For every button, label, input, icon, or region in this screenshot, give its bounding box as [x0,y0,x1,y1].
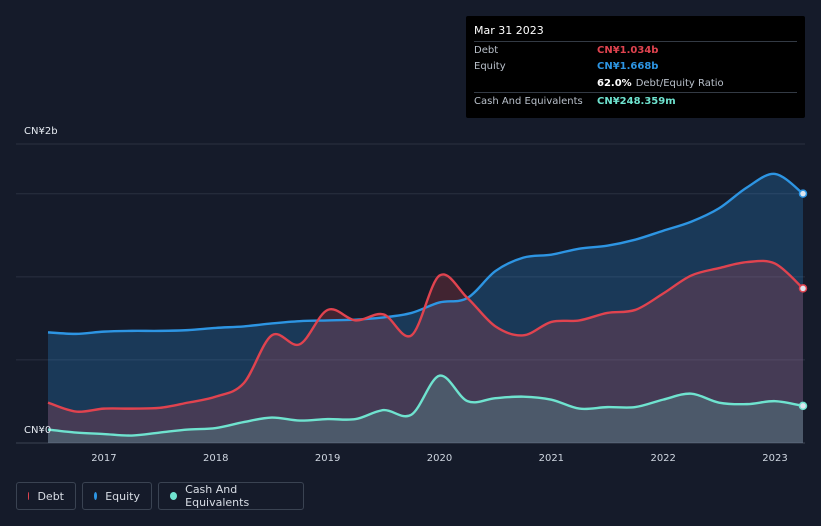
tooltip-debt-label: Debt [474,45,499,56]
tooltip-equity-label: Equity [474,61,506,72]
legend-debt-dot-icon [28,492,30,500]
tooltip-row-equity: Equity CN¥1.668b [474,58,797,75]
x-tick-label: 2018 [203,453,228,464]
cash-area [48,375,803,443]
cash-line [47,374,804,437]
debt-line [47,259,804,413]
legend-debt-label: Debt [37,489,64,503]
tooltip-ratio: 62.0% Debt/Equity Ratio [597,78,724,89]
tooltip-row-ratio: 62.0% Debt/Equity Ratio [474,75,797,92]
x-tick-label: 2017 [91,453,116,464]
x-tick-label: 2019 [315,453,340,464]
tooltip-equity-value: CN¥1.668b [597,61,659,72]
tooltip-cash-label: Cash And Equivalents [474,96,583,107]
tooltip-row-cash: Cash And Equivalents CN¥248.359m [474,92,797,110]
tooltip-ratio-value: 62.0% [597,78,632,89]
x-tick-label: 2022 [650,453,675,464]
chart-area: 2017 2018 2019 2020 2021 2022 2023 [16,143,808,464]
legend-cash-button[interactable]: Cash And Equivalents [158,482,304,510]
legend-debt-button[interactable]: Debt [16,482,76,510]
tooltip-debt-value: CN¥1.034b [597,45,659,56]
tooltip-ratio-label: Debt/Equity Ratio [635,78,724,89]
legend-equity-label: Equity [105,489,140,503]
y-axis-bottom-label: CN¥0 [24,425,52,436]
x-tick-label: 2021 [539,453,564,464]
equity-end-point [798,189,808,198]
tooltip-panel: Mar 31 2023 Debt CN¥1.034b Equity CN¥1.6… [466,16,805,118]
y-axis-top-label: CN¥2b [24,126,58,137]
x-tick-label: 2023 [762,453,787,464]
legend-equity-dot-icon [94,492,98,500]
legend-cash-dot-icon [170,492,178,500]
legend-cash-label: Cash And Equivalents [185,483,250,509]
cash-end-point [798,401,808,411]
tooltip-cash-value: CN¥248.359m [597,96,676,107]
tooltip-date: Mar 31 2023 [474,24,544,37]
debt-end-point [798,284,808,293]
legend-equity-button[interactable]: Equity [82,482,152,510]
x-tick-label: 2020 [427,453,452,464]
debt-area [48,260,803,443]
tooltip-row-debt: Debt CN¥1.034b [474,41,797,59]
